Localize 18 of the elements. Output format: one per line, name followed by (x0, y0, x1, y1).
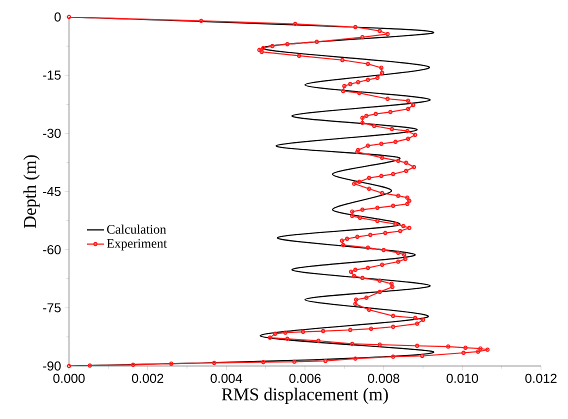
x-tick-label: 0.008 (368, 374, 400, 383)
y-tick-label: -90 (43, 361, 61, 371)
x-tick-label: 0.012 (525, 374, 557, 383)
y-tick-label: -30 (43, 128, 61, 138)
x-tick-label: 0.004 (210, 374, 242, 383)
y-tick-label: -75 (43, 303, 61, 312)
y-axis-title: Depth (m) (23, 155, 40, 228)
y-tick-label: -60 (43, 245, 61, 254)
y-tick-label: -15 (43, 70, 61, 80)
legend-label: Calculation (107, 224, 166, 234)
x-axis-title: RMS displacement (m) (222, 388, 388, 404)
y-tick-label: -45 (43, 186, 61, 196)
x-tick-label: 0.006 (289, 374, 321, 383)
x-tick-label: 0.002 (132, 374, 164, 383)
legend-label: Experiment (106, 239, 167, 250)
x-tick-label: 0.010 (446, 374, 478, 383)
x-tick-label: 0.000 (53, 374, 85, 383)
y-tick-label: 0 (54, 12, 61, 22)
